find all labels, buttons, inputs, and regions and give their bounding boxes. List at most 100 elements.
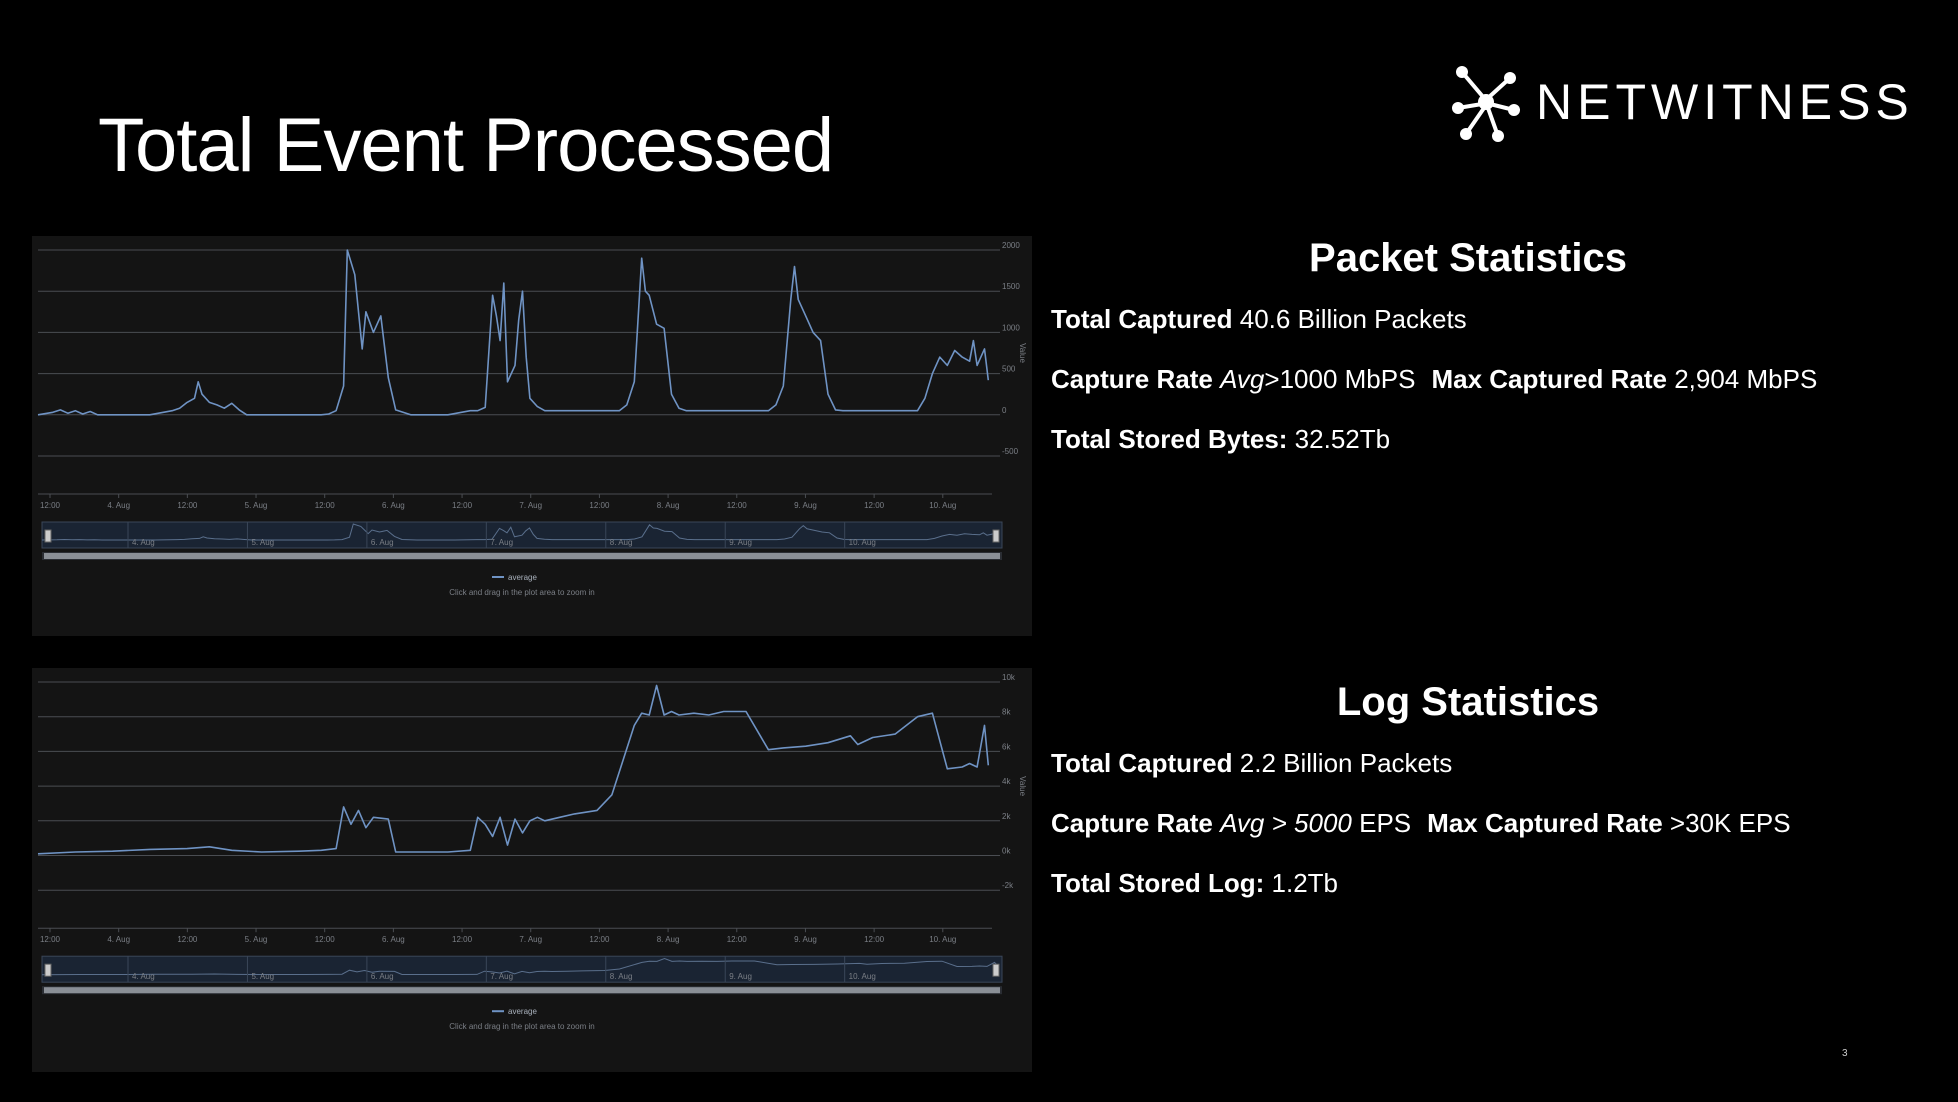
packet-capture-rate-label: Capture Rate <box>1051 364 1213 395</box>
log-max-rate-value: >30K EPS <box>1669 808 1791 839</box>
log-total-captured-label: Total Captured <box>1051 748 1233 778</box>
packet-total-captured-label: Total Captured <box>1051 304 1233 334</box>
packet-chart[interactable]: 2000 1500 1000 500 0 -500 Value 12:00 4. Aug 12:0… <box>32 236 1032 636</box>
packet-stats-heading: Packet Statistics <box>1309 236 1627 280</box>
x-tick-label: 12:00 <box>589 501 610 510</box>
packet-capture-rate-avg-label: Avg <box>1220 364 1265 395</box>
navigator-label: 5. Aug <box>251 538 274 547</box>
x-tick-label: 9. Aug <box>794 935 817 944</box>
y-tick-label: 6k <box>1002 742 1011 751</box>
y-tick-label: 500 <box>1002 365 1016 374</box>
navigator-label: 8. Aug <box>610 972 633 981</box>
log-stored-value: 1.2Tb <box>1271 868 1339 899</box>
log-stats-heading: Log Statistics <box>1336 680 1600 724</box>
x-tick-label: 10. Aug <box>929 501 956 510</box>
series-line-average <box>37 684 990 855</box>
y-tick-label: 2000 <box>1002 241 1020 250</box>
log-capture-rate: Capture Rate Avg > 5000 EPS Max Captured … <box>1051 808 1928 839</box>
legend-label[interactable]: average <box>508 1007 537 1016</box>
log-total-stored: Total Stored Log: 1.2Tb <box>1051 868 1928 899</box>
navigator-label: 6. Aug <box>371 972 394 981</box>
log-capture-rate-unit: EPS <box>1359 808 1412 839</box>
packet-stored-value: 32.52Tb <box>1294 424 1391 455</box>
log-capture-rate-avg-label: Avg <box>1220 808 1265 839</box>
netwitness-logo: NETWITNESS <box>1446 60 1914 144</box>
packet-total-stored: Total Stored Bytes: 32.52Tb <box>1051 424 1928 455</box>
x-tick-label: 12:00 <box>727 935 748 944</box>
x-tick-label: 12:00 <box>177 935 198 944</box>
x-tick-label: 5. Aug <box>245 935 268 944</box>
log-stored-label: Total Stored Log: <box>1051 868 1265 899</box>
scrollbar-thumb[interactable] <box>44 553 1000 559</box>
navigator-label: 6. Aug <box>371 538 394 547</box>
x-tick-label: 12:00 <box>452 935 473 944</box>
x-tick-label: 12:00 <box>315 501 336 510</box>
packet-max-rate-label: Max Captured Rate <box>1431 364 1667 395</box>
x-tick-label: 4. Aug <box>107 501 130 510</box>
navigator[interactable] <box>41 955 1003 983</box>
legend-label[interactable]: average <box>508 573 537 582</box>
scrollbar-thumb[interactable] <box>44 987 1000 994</box>
packet-total-captured-value: 40.6 Billion Packets <box>1239 304 1467 334</box>
navigator-label: 10. Aug <box>849 538 876 547</box>
y-axis-label: Value <box>1018 776 1027 796</box>
slide-title: Total Event Processed <box>98 103 834 188</box>
x-tick-label: 7. Aug <box>519 501 542 510</box>
x-tick-label: 7. Aug <box>519 935 542 944</box>
y-tick-label: -2k <box>1002 881 1014 890</box>
packet-capture-rate-avg-value: >1000 MbPS <box>1264 364 1416 395</box>
navigator-label: 9. Aug <box>729 972 752 981</box>
x-tick-label: 9. Aug <box>794 501 817 510</box>
x-tick-label: 6. Aug <box>382 935 405 944</box>
packet-stored-label: Total Stored Bytes: <box>1051 424 1288 455</box>
navigator-label: 10. Aug <box>849 972 876 981</box>
x-tick-label: 12:00 <box>40 935 61 944</box>
x-tick-label: 12:00 <box>864 935 885 944</box>
packet-capture-rate: Capture Rate Avg>1000 MbPS Max Captured R… <box>1051 364 1928 395</box>
log-total-captured: Total Captured 2.2 Billion Packets <box>1051 748 1928 779</box>
page-number: 3 <box>1842 1048 1848 1059</box>
y-tick-label: 2k <box>1002 812 1011 821</box>
zoom-hint: Click and drag in the plot area to zoom … <box>449 1022 594 1031</box>
navigator-handle[interactable] <box>44 963 52 977</box>
x-tick-label: 12:00 <box>452 501 473 510</box>
packet-chart-panel[interactable]: 2000 1500 1000 500 0 -500 Value 12:00 4. Aug 12:0… <box>32 236 1032 636</box>
packet-statistics: Packet Statistics Total Captured 40.6 Bi… <box>1048 236 1928 485</box>
log-statistics: Log Statistics Total Captured 2.2 Billio… <box>1048 680 1928 929</box>
x-tick-label: 8. Aug <box>657 935 680 944</box>
y-tick-label: 4k <box>1002 777 1011 786</box>
x-tick-label: 12:00 <box>177 501 198 510</box>
navigator-label: 4. Aug <box>132 538 155 547</box>
navigator-handle[interactable] <box>992 529 1000 543</box>
x-tick-label: 12:00 <box>40 501 61 510</box>
navigator-series <box>41 523 999 541</box>
navigator-handle[interactable] <box>992 963 1000 977</box>
network-node-icon <box>1452 66 1520 142</box>
packet-max-rate-value: 2,904 MbPS <box>1674 364 1818 395</box>
navigator-handle[interactable] <box>44 529 52 543</box>
x-tick-label: 12:00 <box>864 501 885 510</box>
x-tick-label: 4. Aug <box>107 935 130 944</box>
x-tick-label: 10. Aug <box>929 935 956 944</box>
log-max-rate-label: Max Captured Rate <box>1427 808 1663 839</box>
y-tick-label: -500 <box>1002 447 1019 456</box>
log-capture-rate-avg-value: > 5000 <box>1271 808 1352 839</box>
x-tick-label: 8. Aug <box>657 501 680 510</box>
log-chart[interactable]: 10k 8k 6k 4k 2k 0k -2k Value 12:00 4. Aug 12:00 5. … <box>32 668 1032 1072</box>
y-tick-label: 1500 <box>1002 282 1020 291</box>
navigator-label: 8. Aug <box>610 538 633 547</box>
navigator-label: 7. Aug <box>490 972 513 981</box>
navigator-label: 5. Aug <box>251 972 274 981</box>
log-capture-rate-label: Capture Rate <box>1051 808 1213 839</box>
navigator-label: 7. Aug <box>490 538 513 547</box>
navigator-series <box>41 957 999 976</box>
log-chart-panel[interactable]: 10k 8k 6k 4k 2k 0k -2k Value 12:00 4. Aug 12:00 5. … <box>32 668 1032 1072</box>
y-axis-label: Value <box>1018 343 1027 363</box>
x-tick-label: 12:00 <box>315 935 336 944</box>
x-tick-label: 12:00 <box>727 501 748 510</box>
y-tick-label: 0k <box>1002 847 1011 856</box>
packet-total-captured: Total Captured 40.6 Billion Packets <box>1051 304 1928 335</box>
x-tick-label: 5. Aug <box>245 501 268 510</box>
y-tick-label: 0 <box>1002 406 1007 415</box>
x-tick-label: 6. Aug <box>382 501 405 510</box>
